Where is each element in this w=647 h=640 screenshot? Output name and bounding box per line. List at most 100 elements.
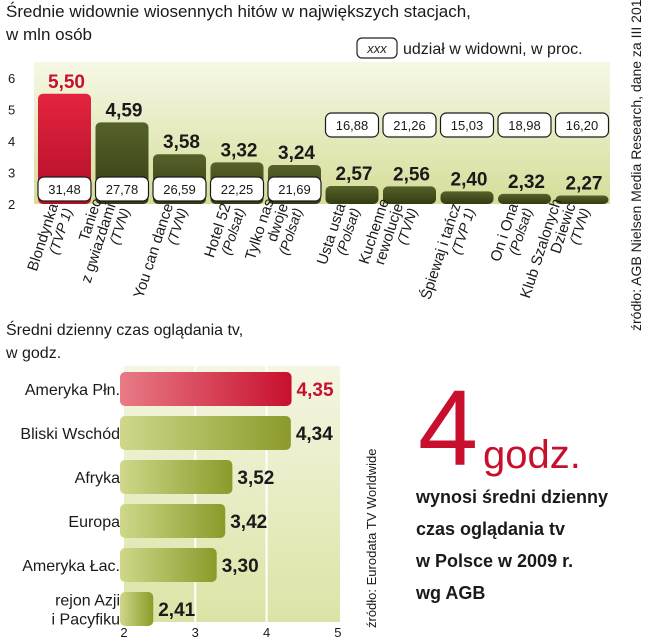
top-chart-title: Średnie widownie wiosennych hitów w najw… (6, 2, 471, 21)
bottom-category-label: Ameryka Łac. (22, 558, 120, 575)
bottom-x-axis: 2 3 4 5 (120, 625, 341, 640)
bottom-bar (120, 460, 233, 494)
share-value: 21,26 (393, 118, 426, 133)
top-bar-value-label: 3,32 (221, 140, 258, 161)
top-chart: Średnie widownie wiosennych hitów w najw… (5, 0, 644, 331)
top-bar (555, 195, 609, 204)
top-bar-value-label: 3,24 (278, 143, 315, 164)
share-value: 22,25 (221, 182, 254, 197)
top-y-tick-label: 2 (8, 197, 15, 212)
bottom-category-label: Europa (68, 514, 120, 531)
bottom-category-name: Afryka (75, 470, 120, 487)
top-y-tick-label: 6 (8, 71, 15, 86)
legend-swatch (356, 37, 398, 59)
bottom-category-label: Afryka (75, 470, 120, 487)
bottom-bar (120, 372, 292, 406)
bottom-category-name: Europa (68, 514, 120, 531)
top-y-axis: 2 3 4 5 6 (8, 71, 15, 212)
share-value: 31,48 (48, 182, 81, 197)
callout-number: 4 (418, 367, 478, 488)
top-bar (498, 193, 551, 204)
share-box (382, 112, 437, 138)
bottom-x-tick-label: 4 (263, 625, 270, 640)
share-box (324, 112, 380, 138)
bottom-chart: Średni dzienny czas oglądania tv, w godz… (5, 320, 379, 640)
top-category-label: Hotel 52(Polsat) (201, 201, 248, 259)
top-bar-value-label: 3,58 (163, 132, 200, 153)
share-box (94, 176, 150, 202)
callout: 4 godz. wynosi średni dzienny czas ogląd… (415, 367, 608, 603)
bottom-category-labels: Ameryka Płn. Bliski Wschód Afryka Europa Ame… (20, 382, 120, 629)
top-category-label: You can dance(TVN) (130, 201, 190, 300)
share-value: 16,88 (336, 118, 369, 133)
bottom-chart-title: Średni dzienny czas oglądania tv, (6, 320, 243, 339)
top-bar (440, 191, 494, 204)
share-value: 26,59 (163, 182, 196, 197)
callout-line-3: w Polsce w 2009 r. (415, 551, 573, 571)
share-value: 16,20 (566, 118, 599, 133)
bottom-bar (120, 548, 217, 582)
bottom-x-tick-label: 2 (120, 625, 127, 640)
bottom-category-label: Bliski Wschód (20, 426, 120, 443)
top-bar-value-label: 2,40 (451, 169, 488, 190)
top-bar (383, 186, 436, 204)
bottom-chart-source: źródło: Eurodata TV Worldwide (364, 449, 379, 628)
top-bar-value-label: 5,50 (48, 72, 85, 93)
bottom-bar-value-label: 2,41 (158, 600, 195, 621)
bottom-category-label: rejon Azji i Pacyfiku (52, 593, 120, 629)
bottom-x-tick-label: 3 (192, 625, 199, 640)
callout-line-1: wynosi średni dzienny (415, 487, 608, 507)
top-bar-value-label: 4,59 (106, 100, 143, 121)
share-box (37, 176, 92, 202)
top-category-label: Śpiewaj i tańcz(TVP 1) (416, 201, 477, 302)
share-box (554, 112, 610, 138)
top-y-tick-label: 4 (8, 134, 15, 149)
callout-unit: godz. (483, 433, 581, 477)
share-value: 15,03 (451, 118, 484, 133)
bottom-bar-value-label: 3,42 (230, 512, 267, 533)
top-bar-value-label: 2,32 (508, 172, 545, 193)
bottom-bar (120, 416, 291, 450)
bottom-category-name: rejon Azji (55, 593, 120, 610)
callout-line-4: wg AGB (415, 583, 485, 603)
top-bars: 5,50 31,48 4,59 27,78 3,58 26,59 3,32 22,25 3,24… (37, 72, 610, 204)
top-category-name: You can dance (130, 201, 177, 300)
share-value: 18,98 (508, 118, 541, 133)
top-category-label: Blondynka(TVP 1) (24, 201, 75, 273)
share-box (497, 112, 552, 138)
bottom-bar-value-label: 3,52 (237, 468, 274, 489)
bottom-category-name: Ameryka Łac. (22, 558, 120, 575)
bottom-category-label: Ameryka Płn. (25, 382, 120, 399)
bottom-bar (120, 504, 226, 538)
legend-label: udział w widowni, w proc. (403, 41, 583, 58)
share-value: 27,78 (106, 182, 139, 197)
share-box (152, 176, 207, 202)
bottom-category-name: Ameryka Płn. (25, 382, 120, 399)
bottom-chart-subtitle: w godz. (5, 345, 61, 362)
share-value: 21,69 (278, 182, 311, 197)
callout-line-2: czas oglądania tv (416, 519, 565, 539)
top-bar-value-label: 2,57 (336, 164, 373, 185)
bottom-category-name: i Pacyfiku (52, 612, 120, 629)
top-bar-value-label: 2,56 (393, 164, 430, 185)
bottom-bar (120, 592, 154, 626)
share-box (267, 176, 322, 202)
legend-sample-text: xxx (366, 41, 387, 56)
top-chart-subtitle: w mln osób (5, 25, 92, 44)
bottom-bars: 4,35 4,34 3,52 3,42 3,30 2,41 (120, 372, 334, 626)
top-bar (325, 186, 379, 204)
top-chart-source: źródło: AGB Nielsen Media Research, dane… (628, 0, 644, 331)
bottom-bar-value-label: 4,34 (296, 424, 333, 445)
bottom-bar-value-label: 3,30 (222, 556, 259, 577)
bottom-x-tick-label: 5 (334, 625, 341, 640)
bottom-category-name: Bliski Wschód (20, 426, 120, 443)
bottom-bar-value-label: 4,35 (297, 380, 334, 401)
top-y-tick-label: 5 (8, 103, 15, 118)
top-y-tick-label: 3 (8, 166, 15, 181)
share-box (439, 112, 495, 138)
